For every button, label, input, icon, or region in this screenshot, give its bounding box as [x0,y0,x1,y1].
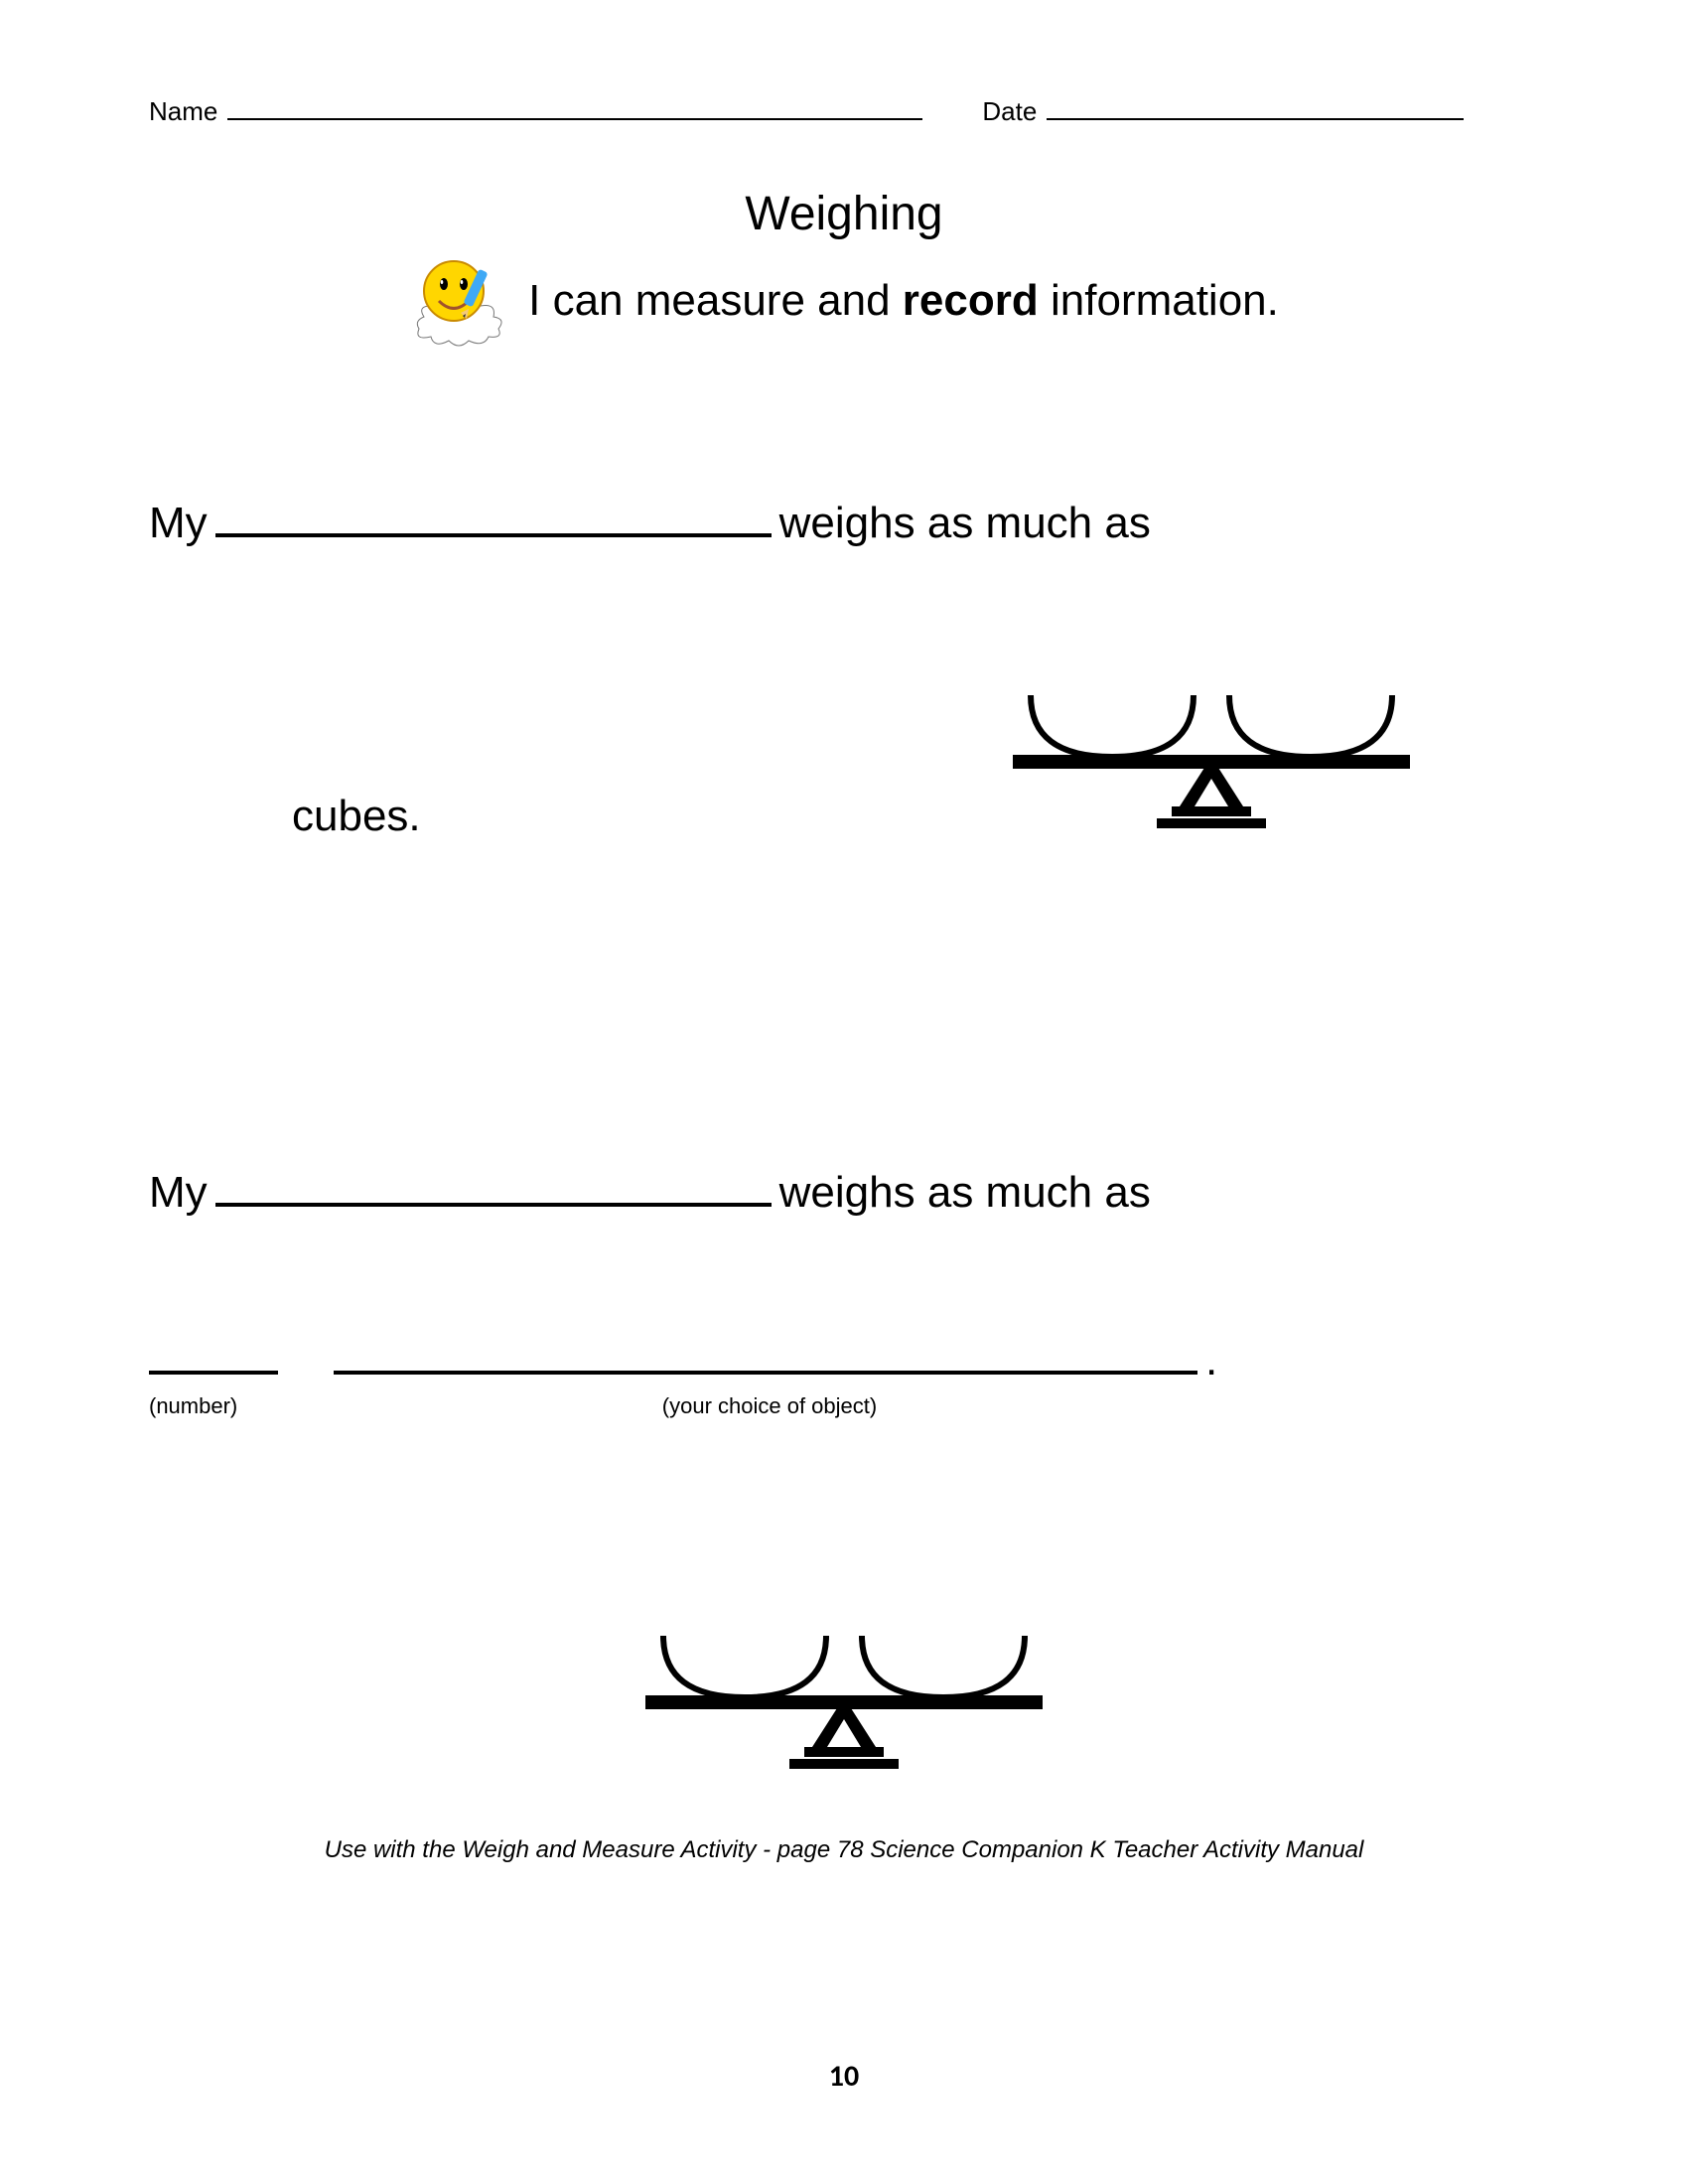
period: . [1205,1336,1217,1385]
hint-number: (number) [149,1393,298,1419]
sentence2-blank[interactable] [215,1159,772,1207]
worksheet-page: Name Date Weighing [0,0,1688,2184]
balance-scale-2-wrap [149,1588,1539,1777]
hint-object: (your choice of object) [298,1393,1241,1419]
name-blank[interactable] [227,89,922,120]
name-label: Name [149,96,217,127]
sentence-2: My weighs as much as [149,1159,1539,1218]
sentence1-tail: weighs as much as [779,499,1151,548]
smiley-writing-icon [409,251,508,351]
cubes-word: cubes. [292,792,421,841]
date-blank[interactable] [1047,89,1464,120]
subtitle-pre: I can measure and [528,276,903,325]
sentence2-my: My [149,1168,208,1218]
blanks-row-2: . [149,1327,1539,1385]
object-blank[interactable] [334,1327,1197,1375]
sentence2-tail: weighs as much as [779,1168,1151,1218]
subtitle-bold: record [903,276,1039,325]
balance-scale-icon [1003,648,1420,836]
subtitle-post: information. [1039,276,1279,325]
sentence-1: My weighs as much as [149,490,1539,548]
page-number: 10 [0,2058,1688,2095]
subtitle-text: I can measure and record information. [528,276,1279,326]
cubes-part: cubes. [149,792,421,841]
number-blank[interactable] [149,1327,278,1375]
cubes-row: cubes. [149,648,1539,841]
sentence1-blank[interactable] [215,490,772,537]
subtitle-row: I can measure and record information. [149,251,1539,351]
balance-scale-1 [1003,648,1420,841]
footnote: Use with the Weigh and Measure Activity … [149,1836,1539,1864]
sentence1-my: My [149,499,208,548]
balance-scale-icon [635,1588,1053,1777]
header-line: Name Date [149,89,1539,127]
date-label: Date [982,96,1037,127]
hints-row: (number) (your choice of object) [149,1393,1539,1419]
page-title: Weighing [149,187,1539,241]
